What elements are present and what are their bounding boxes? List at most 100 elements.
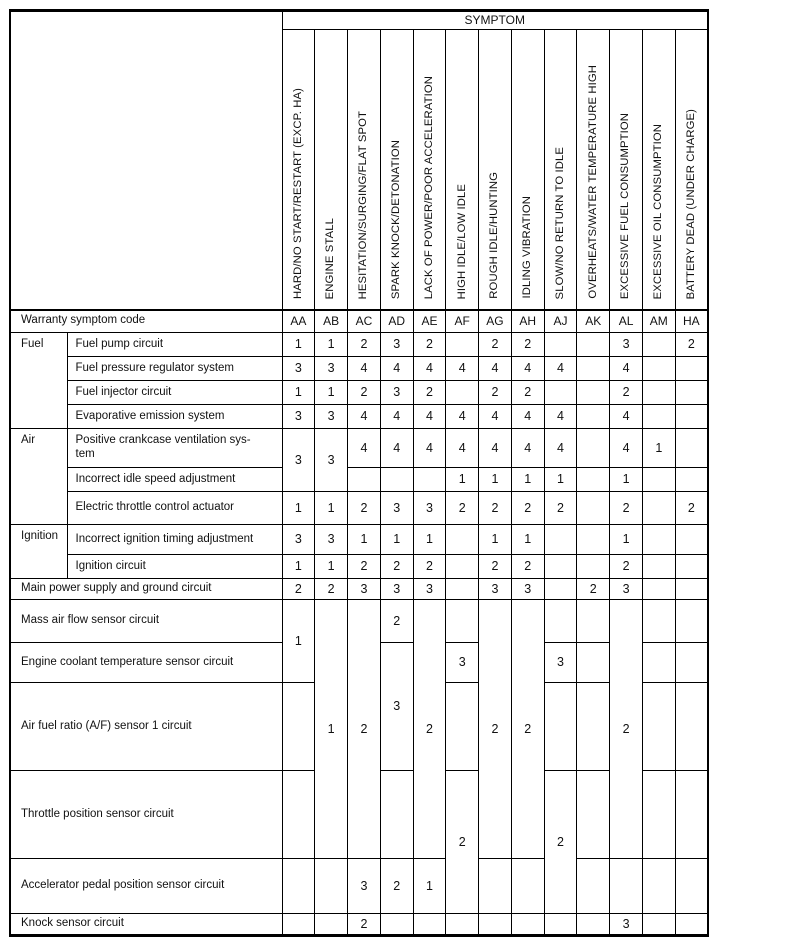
value-cell: 2 <box>445 770 480 914</box>
value-cell: 1 <box>445 467 480 492</box>
warranty-code-cell: AG <box>478 308 512 333</box>
value-cell: 1 <box>314 599 349 859</box>
value-cell: 2 <box>478 332 512 357</box>
value-cell <box>641 491 676 525</box>
column-header-cell: SLOW/NO RETURN TO IDLE <box>543 29 578 310</box>
value-cell: 2 <box>347 380 381 405</box>
value-cell <box>445 524 480 555</box>
value-cell <box>674 599 709 643</box>
column-header-text: EXCESSIVE FUEL CONSUMPTION <box>619 112 632 299</box>
value-cell: 1 <box>281 380 316 405</box>
value-cell <box>478 858 512 914</box>
value-cell: 2 <box>543 491 578 525</box>
value-cell: 4 <box>445 356 480 381</box>
value-cell <box>674 467 709 492</box>
system-label-cell: Knock sensor circuit <box>9 913 283 936</box>
table-row: Fuel Fuel pump circuit 1 1 2 3 2 2 2 3 2 <box>9 332 709 429</box>
column-header-text: SPARK KNOCK/DETONATION <box>390 139 403 299</box>
value-cell: 1 <box>281 332 316 357</box>
value-cell <box>674 524 709 555</box>
value-cell: 2 <box>347 491 381 525</box>
value-cell: 2 <box>510 599 545 859</box>
table-row: Main power supply and ground circuit 2 2 3 3… <box>9 578 709 600</box>
value-cell <box>543 913 578 936</box>
value-cell: 1 <box>412 858 447 914</box>
column-header-text: ENGINE STALL <box>324 217 337 299</box>
value-cell: 4 <box>478 428 512 468</box>
symptom-table: SYMPTOM HARD/NO START/RESTART (EXCP. HA) E… <box>9 9 709 937</box>
value-cell: 1 <box>281 554 316 579</box>
value-cell <box>445 913 480 936</box>
value-cell <box>445 578 480 600</box>
system-label-cell: Air fuel ratio (A/F) sensor 1 circuit <box>9 682 283 771</box>
table-row: Ignition circuit 1 1 2 2 2 2 2 2 <box>10 554 709 579</box>
warranty-code-cell: AB <box>314 308 349 333</box>
value-cell: 4 <box>510 428 545 468</box>
value-cell: 2 <box>510 491 545 525</box>
value-cell: 3 <box>379 332 414 357</box>
value-cell <box>543 554 578 579</box>
value-cell: 2 <box>478 599 512 859</box>
value-cell <box>641 356 676 381</box>
warranty-code-cell: AF <box>445 308 480 333</box>
value-cell <box>641 599 676 643</box>
value-cell <box>609 858 643 914</box>
value-cell: 2 <box>412 380 447 405</box>
value-cell <box>641 554 676 579</box>
value-cell: 4 <box>510 404 545 429</box>
value-cell <box>576 332 611 357</box>
system-label-cell: Engine coolant temperature sensor circui… <box>9 642 283 683</box>
value-cell: 2 <box>379 554 414 579</box>
value-cell <box>445 332 480 357</box>
value-cell: 4 <box>543 356 578 381</box>
warranty-code-cell: AC <box>347 308 381 333</box>
value-cell <box>576 913 611 936</box>
value-cell: 2 <box>510 332 545 357</box>
value-cell <box>281 682 316 771</box>
value-cell: 3 <box>379 380 414 405</box>
value-cell <box>412 467 447 492</box>
value-cell: 4 <box>379 356 414 381</box>
value-cell <box>674 770 709 859</box>
column-header-text: IDLING VIBRATION <box>521 196 534 299</box>
column-header-text: LACK OF POWER/POOR ACCELERATION <box>422 75 435 299</box>
value-cell <box>576 682 611 771</box>
value-cell <box>510 913 545 936</box>
value-cell <box>412 913 447 936</box>
value-cell: 4 <box>609 404 643 429</box>
column-header-cell: EXCESSIVE OIL CONSUMPTION <box>641 29 676 310</box>
warranty-code-cell: HA <box>674 308 709 333</box>
warranty-code-cell: AH <box>510 308 545 333</box>
table-row: Warranty symptom code AA AB AC AD AE AF AG AH AJ A… <box>9 308 709 333</box>
column-header-cell: BATTERY DEAD (UNDER CHARGE) <box>674 29 709 310</box>
value-cell: 3 <box>281 356 316 381</box>
value-cell: 1 <box>412 524 447 555</box>
value-cell: 2 <box>314 578 349 600</box>
value-cell <box>641 682 676 771</box>
value-cell: 1 <box>281 599 316 683</box>
system-label-cell: Accelerator pedal position sensor circui… <box>9 858 283 914</box>
value-cell: 1 <box>314 332 349 357</box>
value-cell <box>314 913 349 936</box>
table-row: Engine coolant temperature sensor circui… <box>9 642 709 771</box>
value-cell <box>641 467 676 492</box>
value-cell: 2 <box>478 554 512 579</box>
value-cell: 2 <box>510 380 545 405</box>
value-cell: 3 <box>445 642 480 683</box>
table-row: Knock sensor circuit 2 3 <box>9 913 709 936</box>
value-cell: 3 <box>281 404 316 429</box>
value-cell <box>641 404 676 429</box>
value-cell <box>543 682 578 771</box>
value-cell: 2 <box>609 599 643 859</box>
warranty-code-cell: AM <box>641 308 676 333</box>
table-row: Fuel injector circuit 1 1 2 3 2 2 2 2 <box>10 380 709 405</box>
column-header-cell: HESITATION/SURGING/FLAT SPOT <box>347 29 381 310</box>
warranty-code-cell: AA <box>281 308 316 333</box>
symptom-table-body: SYMPTOM HARD/NO START/RESTART (EXCP. HA) E… <box>9 10 709 936</box>
table-row: Air Positive crankcase ventilation sys- t… <box>9 428 709 525</box>
value-cell: 4 <box>347 404 381 429</box>
value-cell: 1 <box>314 491 349 525</box>
column-header-cell: EXCESSIVE FUEL CONSUMPTION <box>609 29 643 310</box>
system-label-cell: Incorrect ignition timing adjustment <box>66 524 283 555</box>
value-cell: 2 <box>445 491 480 525</box>
